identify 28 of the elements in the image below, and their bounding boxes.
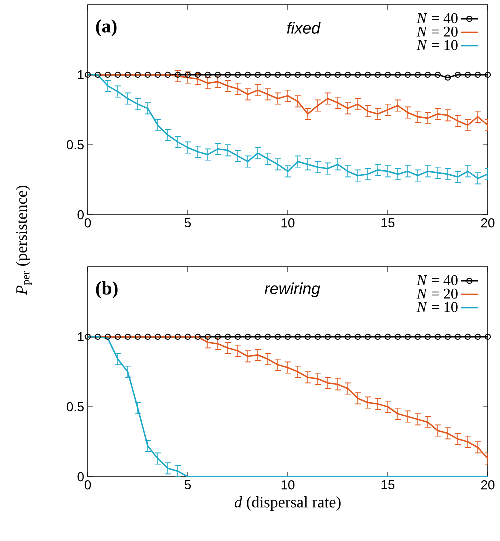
y-tick-label: 0.5	[66, 402, 84, 412]
x-tick-label: 15	[382, 480, 395, 490]
x-axis-title: d (dispersal rate)	[234, 496, 341, 511]
x-tick-label: 0	[84, 480, 92, 490]
x-tick-label: 10	[282, 218, 295, 228]
text: (a)	[96, 20, 117, 37]
x-tick-label: 15	[382, 218, 395, 228]
legend-label: N = 20	[416, 26, 458, 37]
y-tick-label: 1	[78, 332, 84, 342]
y-axis-title: P$_{per}$ (persistence)	[16, 186, 32, 296]
x-tick-label: 0	[84, 218, 92, 228]
legend-label: N = 40	[416, 13, 458, 24]
y-tick-label: 1	[78, 70, 84, 80]
legend-label: N = 10	[416, 40, 458, 50]
x-tick-label: 20	[481, 480, 495, 490]
text: (b)	[96, 282, 118, 299]
x-tick-label: 5	[184, 480, 192, 490]
annotation: rewiring	[264, 282, 320, 298]
x-tick-label: 20	[481, 218, 495, 228]
y-tick-label: 0	[78, 472, 84, 482]
legend-label: N = 10	[416, 302, 458, 312]
x-tick-label: 10	[282, 480, 295, 490]
x-tick-label: 5	[184, 218, 192, 228]
legend-label: N = 40	[416, 275, 458, 286]
y-tick-label: 0	[78, 210, 84, 220]
y-tick-label: 0.5	[66, 140, 84, 150]
legend-label: N = 20	[416, 288, 458, 299]
annotation: fixed	[287, 22, 321, 34]
